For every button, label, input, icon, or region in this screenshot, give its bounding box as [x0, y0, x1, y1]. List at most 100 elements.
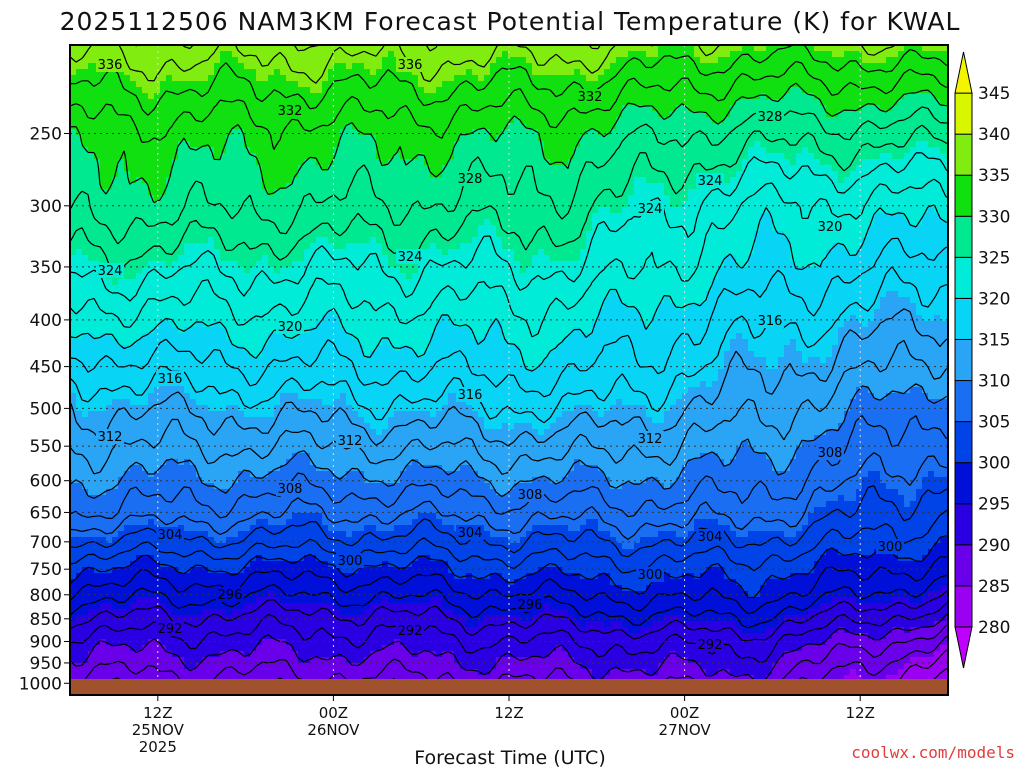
- y-tick-label: 250: [30, 124, 62, 144]
- colorbar-label: 310: [978, 372, 1010, 392]
- contour-290: [70, 613, 948, 684]
- x-tick-label: 2025: [139, 738, 177, 756]
- y-tick-label: 800: [30, 586, 62, 606]
- theta-shading: [70, 45, 948, 695]
- y-tick-label: 450: [30, 358, 62, 378]
- contour-label: 316: [458, 388, 483, 403]
- colorbar-segment: [954, 626, 973, 669]
- contour-308: [70, 415, 948, 520]
- pressure-axis: 2503003504004505005506006507007508008509…: [19, 124, 70, 694]
- colorbar-segment: [954, 338, 973, 382]
- contour-label: 304: [158, 528, 183, 543]
- colorbar-label: 300: [978, 454, 1010, 474]
- contour-label: 316: [758, 314, 783, 329]
- contour-296: [70, 574, 948, 629]
- contour-332: [70, 60, 948, 150]
- contour-306: [70, 452, 948, 540]
- colorbar-segment: [954, 51, 973, 94]
- x-tick-label: 00Z: [319, 704, 348, 722]
- contour-label: 320: [278, 320, 303, 335]
- contour-label: 324: [638, 202, 663, 217]
- contour-324: [70, 152, 948, 302]
- x-axis-label: Forecast Time (UTC): [414, 747, 605, 768]
- contour-labels: 336 336 332 332 328 328 324 324 324 324 320 320 316 3…: [96, 57, 904, 653]
- contour-label: 312: [98, 430, 123, 445]
- colorbar-label: 345: [978, 84, 1010, 104]
- contour-label: 300: [338, 554, 363, 569]
- colorbar: 280 285 290 295 300 305 310 315 320 325 330 335 340 3…: [954, 51, 1010, 669]
- contour-label: 308: [518, 488, 543, 503]
- x-tick-label: 25NOV: [132, 721, 185, 739]
- contour-label: 328: [458, 172, 483, 187]
- contour-label: 296: [518, 598, 543, 613]
- contour-label: 300: [638, 568, 663, 583]
- colorbar-segment: [954, 462, 973, 505]
- colorbar-segment: [954, 174, 973, 217]
- y-tick-label: 750: [30, 560, 62, 580]
- x-tick-label: 12Z: [494, 704, 523, 722]
- colorbar-segment: [954, 92, 973, 135]
- y-tick-label: 400: [30, 311, 62, 331]
- ground-surface: [70, 679, 948, 695]
- colorbar-segment: [954, 256, 973, 299]
- colorbar-label: 295: [978, 495, 1010, 515]
- contour-318: [70, 237, 948, 398]
- contour-label: 292: [398, 624, 423, 639]
- contour-312: [70, 339, 948, 475]
- contour-326: [70, 124, 948, 272]
- y-tick-label: 300: [30, 197, 62, 217]
- colorbar-label: 320: [978, 289, 1010, 309]
- colorbar-label: 290: [978, 536, 1010, 556]
- contour-292: [70, 602, 948, 664]
- colorbar-segment: [954, 215, 973, 258]
- colorbar-label: 315: [978, 330, 1010, 350]
- x-tick-label: 12Z: [846, 704, 875, 722]
- colorbar-segment: [954, 380, 973, 423]
- grid-lines: [70, 45, 948, 679]
- x-tick-label: 27NOV: [659, 721, 712, 739]
- contour-294: [70, 590, 948, 642]
- contour-label: 308: [818, 446, 843, 461]
- colorbar-label: 335: [978, 166, 1010, 186]
- contour-label: 304: [698, 530, 723, 545]
- contour-336: [70, 45, 896, 84]
- contour-label: 324: [398, 250, 423, 265]
- colorbar-label: 325: [978, 248, 1010, 268]
- contour-label: 324: [698, 174, 723, 189]
- colorbar-label: 340: [978, 125, 1010, 145]
- colorbar-segment: [954, 297, 973, 340]
- contour-label: 328: [758, 110, 783, 125]
- chart-title: 2025112506 NAM3KM Forecast Potential Tem…: [60, 7, 961, 36]
- contour-label: 312: [338, 434, 363, 449]
- colorbar-segment: [954, 544, 973, 587]
- contour-label: 332: [578, 90, 603, 105]
- contour-330: [70, 82, 948, 204]
- contour-label: 296: [218, 588, 243, 603]
- contour-298: [70, 556, 948, 615]
- x-tick-label: 00Z: [670, 704, 699, 722]
- y-tick-label: 600: [30, 472, 62, 492]
- contour-320: [70, 204, 948, 372]
- contour-label: 308: [278, 482, 303, 497]
- contour-label: 316: [158, 372, 183, 387]
- colorbar-label: 285: [978, 577, 1010, 597]
- contour-334: [70, 45, 948, 116]
- colorbar-segment: [954, 585, 973, 628]
- contour-310: [70, 383, 948, 499]
- contour-label: 324: [98, 264, 123, 279]
- site-credit: coolwx.com/models: [851, 743, 1015, 762]
- y-tick-label: 850: [30, 610, 62, 630]
- y-tick-label: 1000: [19, 674, 62, 694]
- contour-label: 292: [158, 622, 183, 637]
- y-tick-label: 900: [30, 632, 62, 652]
- contour-label: 320: [818, 220, 843, 235]
- colorbar-label: 330: [978, 207, 1010, 227]
- colorbar-label: 280: [978, 618, 1010, 638]
- contour-label: 336: [98, 58, 123, 73]
- colorbar-segment: [954, 133, 973, 176]
- y-tick-label: 350: [30, 258, 62, 278]
- contour-label: 312: [638, 432, 663, 447]
- contour-label: 304: [458, 526, 483, 541]
